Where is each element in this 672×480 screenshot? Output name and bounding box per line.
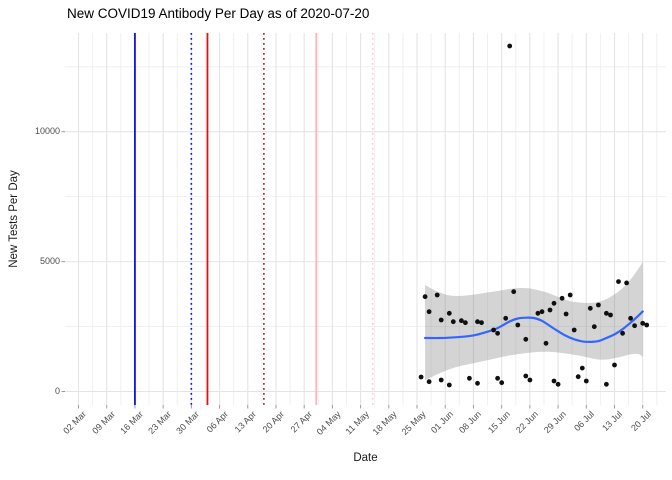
scatter-point	[422, 294, 428, 300]
y-tick-label: 5000	[39, 255, 60, 266]
scatter-point	[479, 320, 484, 326]
scatter-point	[539, 309, 545, 315]
scatter-point	[640, 320, 646, 326]
scatter-point	[495, 375, 500, 381]
scatter-point	[463, 320, 468, 326]
y-tick-label: 0	[54, 385, 60, 396]
scatter-point	[608, 312, 613, 318]
scatter-point	[547, 307, 553, 313]
scatter-point	[426, 309, 432, 315]
scatter-point	[527, 377, 533, 383]
scatter-point	[551, 378, 557, 384]
scatter-point	[434, 292, 440, 298]
scatter-point	[604, 381, 609, 387]
scatter-point	[475, 319, 480, 325]
scatter-point	[523, 373, 529, 379]
scatter-point	[438, 317, 444, 323]
y-tick-label: 10000	[34, 125, 60, 136]
x-axis-title: Date	[353, 452, 378, 464]
scatter-point	[591, 324, 597, 330]
scatter-point	[563, 311, 569, 317]
scatter-point	[491, 327, 496, 333]
scatter-point	[644, 322, 650, 328]
scatter-point	[523, 336, 529, 342]
scatter-point	[596, 302, 601, 308]
scatter-point	[575, 374, 581, 380]
confidence-ribbon	[425, 261, 643, 381]
scatter-point	[495, 330, 500, 336]
scatter-point	[438, 377, 444, 383]
scatter-point	[632, 323, 637, 329]
scatter-point	[612, 362, 617, 368]
scatter-point	[543, 340, 549, 346]
scatter-point	[579, 365, 585, 371]
scatter-point	[418, 374, 424, 380]
scatter-point	[446, 382, 452, 388]
scatter-point	[587, 305, 593, 311]
scatter-point	[450, 319, 456, 325]
scatter-point	[459, 318, 464, 324]
scatter-point	[559, 295, 565, 301]
scatter-point	[555, 381, 561, 387]
scatter-point	[628, 315, 633, 321]
scatter-point	[583, 378, 589, 384]
scatter-point	[535, 310, 541, 316]
scatter-point	[507, 43, 513, 49]
scatter-point	[571, 327, 577, 333]
scatter-point	[604, 310, 609, 316]
scatter-point	[475, 380, 480, 386]
scatter-point	[567, 292, 573, 298]
chart-title: New COVID19 Antibody Per Day as of 2020-…	[67, 6, 370, 21]
scatter-point	[499, 380, 505, 386]
smooth-line	[424, 310, 644, 344]
scatter-point	[624, 280, 629, 286]
scatter-point	[616, 279, 621, 284]
scatter-point	[515, 322, 521, 328]
scatter-point	[511, 289, 517, 295]
scatter-point	[503, 315, 509, 321]
scatter-point	[620, 330, 625, 336]
scatter-point	[446, 310, 452, 316]
scatter-point	[551, 300, 557, 306]
scatter-point	[467, 375, 472, 381]
scatter-point	[426, 379, 432, 385]
